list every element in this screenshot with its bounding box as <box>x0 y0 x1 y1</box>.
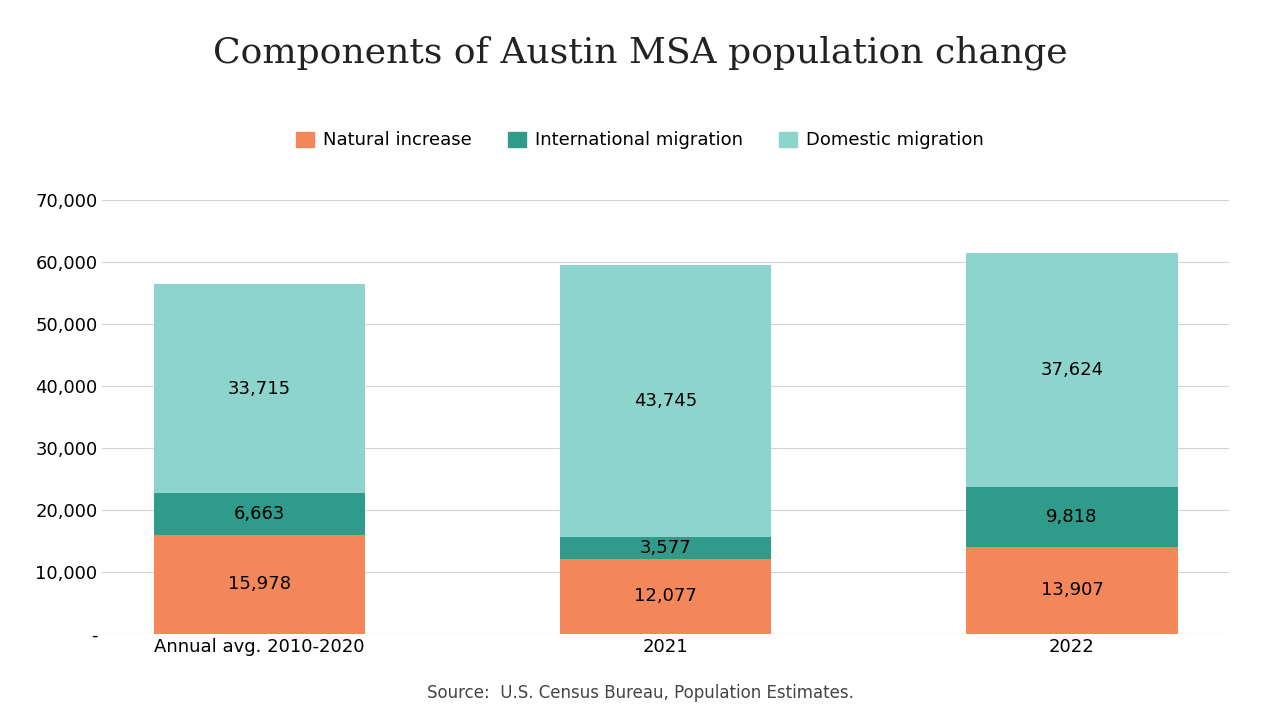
Bar <box>966 547 1178 634</box>
Text: 3,577: 3,577 <box>640 539 691 557</box>
Text: 33,715: 33,715 <box>228 379 291 397</box>
Legend: Natural increase, International migration, Domestic migration: Natural increase, International migratio… <box>289 125 991 157</box>
Text: 13,907: 13,907 <box>1041 582 1103 600</box>
Bar <box>966 253 1178 487</box>
Text: 6,663: 6,663 <box>233 505 285 523</box>
Text: 15,978: 15,978 <box>228 575 291 593</box>
Text: Source:  U.S. Census Bureau, Population Estimates.: Source: U.S. Census Bureau, Population E… <box>426 685 854 703</box>
Text: 37,624: 37,624 <box>1041 361 1103 379</box>
Bar <box>154 493 365 534</box>
Bar <box>559 266 772 536</box>
Text: Components of Austin MSA population change: Components of Austin MSA population chan… <box>212 36 1068 71</box>
Bar <box>559 559 772 634</box>
Bar <box>154 534 365 634</box>
Text: 9,818: 9,818 <box>1046 508 1098 526</box>
Text: 43,745: 43,745 <box>634 392 698 410</box>
Bar <box>966 487 1178 547</box>
Bar <box>154 284 365 493</box>
Bar <box>559 536 772 559</box>
Text: 12,077: 12,077 <box>634 588 698 606</box>
